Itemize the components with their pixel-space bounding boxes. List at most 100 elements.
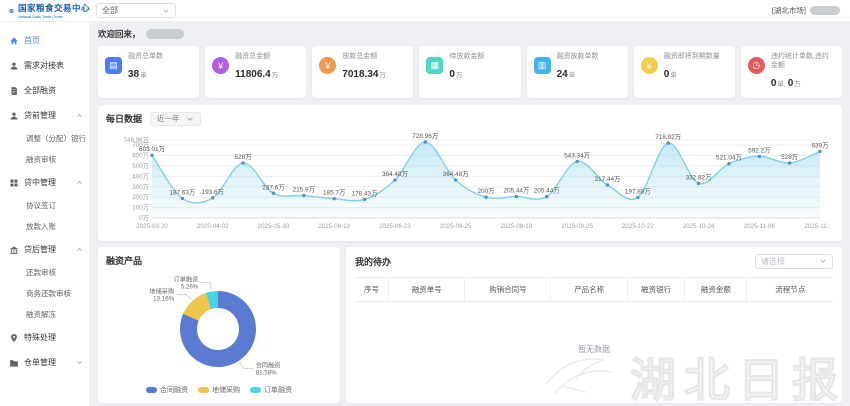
todo-column-融资银行: 融资银行 [627, 276, 686, 302]
stat-label: 违约统计单数,违约金额 [770, 53, 829, 69]
coin-icon: ¥ [319, 57, 337, 74]
svg-text:700万: 700万 [132, 141, 149, 149]
sidebar-subitem-协议签订[interactable]: 协议签订 [26, 201, 56, 210]
document-icon [11, 86, 17, 95]
folder-icon [10, 359, 18, 367]
sidebar-item-首页[interactable]: 首页 [0, 28, 89, 53]
redacted-welcome-name [145, 29, 184, 39]
stat-value: 38 [128, 68, 140, 80]
stat-unit: 单 [140, 71, 147, 79]
stat-unit: 万 [271, 71, 279, 79]
brand-logo-icon [8, 8, 14, 13]
caret-down-icon [77, 361, 82, 365]
sidebar-item-贷后管理[interactable]: 贷后管理 [0, 237, 89, 262]
empty-state: 暂无数据 [578, 344, 610, 354]
svg-text:543.34万: 543.34万 [564, 151, 590, 159]
stat-unit: 万 [379, 71, 386, 79]
legend-item-合同融资[interactable]: 合同融资 [146, 385, 188, 395]
loan-user-icon [10, 111, 18, 119]
svg-text:205.44万: 205.44万 [534, 186, 560, 194]
donut-legend: 合同融资 地储采购 订单融资 [106, 385, 332, 395]
sidebar-item-贷中管理[interactable]: 贷中管理 [0, 170, 89, 195]
chevron-down-icon [820, 259, 826, 263]
sidebar-item-label: 仓单管理 [24, 358, 56, 367]
stat-unit: 单 [568, 71, 576, 79]
stat-label: 放款总金额 [342, 53, 378, 60]
sidebar-item-特殊处理[interactable]: 特殊处理 [0, 325, 89, 350]
sidebar-item-label: 需求对接表 [24, 61, 64, 70]
stat-card-融资总单数: ▤ 融资总单数 38单 [98, 46, 200, 98]
date-range-select[interactable]: 近一年 [150, 111, 201, 126]
top-header: 国家粮食交易中心 National Grain Trade Center 全部 … [0, 0, 850, 22]
coin-icon: ¥ [640, 57, 658, 74]
brand-subtitle: National Grain Trade Center [17, 14, 64, 19]
sidebar-subitem-放款入账[interactable]: 放款入账 [26, 222, 56, 231]
legend-label: 地储采购 [212, 386, 240, 394]
sidebar-subitem-融资审核[interactable]: 融资审核 [26, 155, 56, 164]
redacted-username [810, 6, 840, 15]
svg-text:2025-08-18: 2025-08-18 [501, 223, 533, 230]
svg-text:205.44万: 205.44万 [503, 186, 529, 194]
sidebar-subitem-融资解冻[interactable]: 融资解冻 [26, 310, 56, 319]
svg-text:528万: 528万 [781, 153, 798, 161]
svg-text:2025-05-30: 2025-05-30 [258, 223, 290, 230]
sidebar-item-label: 首页 [24, 36, 40, 45]
stat-unit: 万 [794, 80, 801, 88]
caret-up-icon [77, 113, 82, 117]
stat-card-放款总金额: ¥ 放款总金额 7018.34万 [312, 46, 414, 98]
stat-label: 融资即将到期数量 [663, 53, 720, 60]
legend-item-地储采购[interactable]: 地储采购 [198, 385, 240, 395]
sidebar-item-全部融资[interactable]: 全部融资 [0, 78, 89, 103]
daily-data-line-chart[interactable]: 0万 100万 200万 300万 400万 500万 600万 700万748.96万603… [106, 126, 836, 240]
daily-data-title: 每日数据 [106, 114, 143, 124]
stat-label: 融资总单数 [128, 53, 163, 60]
svg-text:187.63万: 187.63万 [169, 188, 195, 196]
sidebar: 首页需求对接表全部融资 贷前管理调整（分配）银行 融资审核贷中管理协议签订放款入账贷… [0, 22, 90, 406]
stat-value: 0 [787, 77, 794, 89]
svg-text:748.96万: 748.96万 [123, 136, 149, 144]
svg-text:2025-06-23: 2025-06-23 [379, 223, 411, 230]
svg-text:237.6万: 237.6万 [262, 183, 284, 191]
sidebar-subitem-商务还款审核[interactable]: 商务还款审核 [26, 289, 71, 298]
todo-column-序号: 序号 [355, 276, 389, 302]
market-select[interactable]: 全部 [96, 3, 176, 18]
todo-column-流程节点: 流程节点 [746, 276, 833, 302]
stat-value: 24 [556, 68, 568, 80]
legend-label: 订单融资 [264, 386, 292, 394]
financing-products-title: 融资产品 [106, 255, 143, 266]
sidebar-item-仓单管理[interactable]: 仓单管理 [0, 350, 89, 375]
svg-text:2025-06-13: 2025-06-13 [318, 223, 350, 230]
stat-value: 0 [663, 68, 670, 80]
money-bag-icon: ¥ [212, 57, 230, 74]
stat-card-融资放款单数: ▥ 融资放款单数 24单 [526, 46, 628, 98]
caret-up-icon [77, 180, 82, 184]
sidebar-item-需求对接表[interactable]: 需求对接表 [0, 53, 89, 78]
stat-card-违约统计单数,违约金额: ◷ 违约统计单数,违约金额 0单, 0万 [740, 46, 842, 98]
legend-label: 合同融资 [160, 386, 188, 394]
svg-text:521.04万: 521.04万 [716, 153, 742, 161]
sidebar-subitem-还款审核[interactable]: 还款审核 [26, 268, 56, 277]
svg-text:2025-04-02: 2025-04-02 [197, 223, 229, 230]
svg-text:317.44万: 317.44万 [594, 174, 620, 182]
stat-unit: 单, [777, 80, 786, 88]
brand: 国家粮食交易中心 National Grain Trade Center [0, 2, 90, 19]
svg-text:2025-10-24: 2025-10-24 [683, 223, 715, 230]
stat-value: 0 [770, 77, 777, 89]
todo-column-融资单号: 融资单号 [388, 276, 466, 302]
sidebar-item-贷前管理[interactable]: 贷前管理 [0, 103, 89, 128]
market-select-value: 全部 [102, 6, 118, 15]
todo-title: 我的待办 [355, 256, 392, 267]
svg-text:2025-06-25: 2025-06-25 [440, 223, 472, 230]
region-label: [湖北市场] [771, 6, 806, 15]
legend-item-订单融资[interactable]: 订单融资 [250, 385, 292, 395]
svg-text:639万: 639万 [811, 141, 828, 149]
welcome-text: 欢迎回来， [98, 29, 141, 39]
todo-filter-select[interactable]: 请选择 [755, 253, 833, 269]
financing-products-donut-chart[interactable]: 合同融资 81.58% 地储采购 13.16%订单融资 5.26% [106, 267, 330, 383]
sidebar-subitem-调整（分配）银行[interactable]: 调整（分配）银行 [26, 134, 86, 143]
todo-column-购销合同号: 购销合同号 [464, 276, 552, 302]
legend-swatch [198, 386, 209, 393]
stat-value: 11806.4 [235, 68, 271, 80]
